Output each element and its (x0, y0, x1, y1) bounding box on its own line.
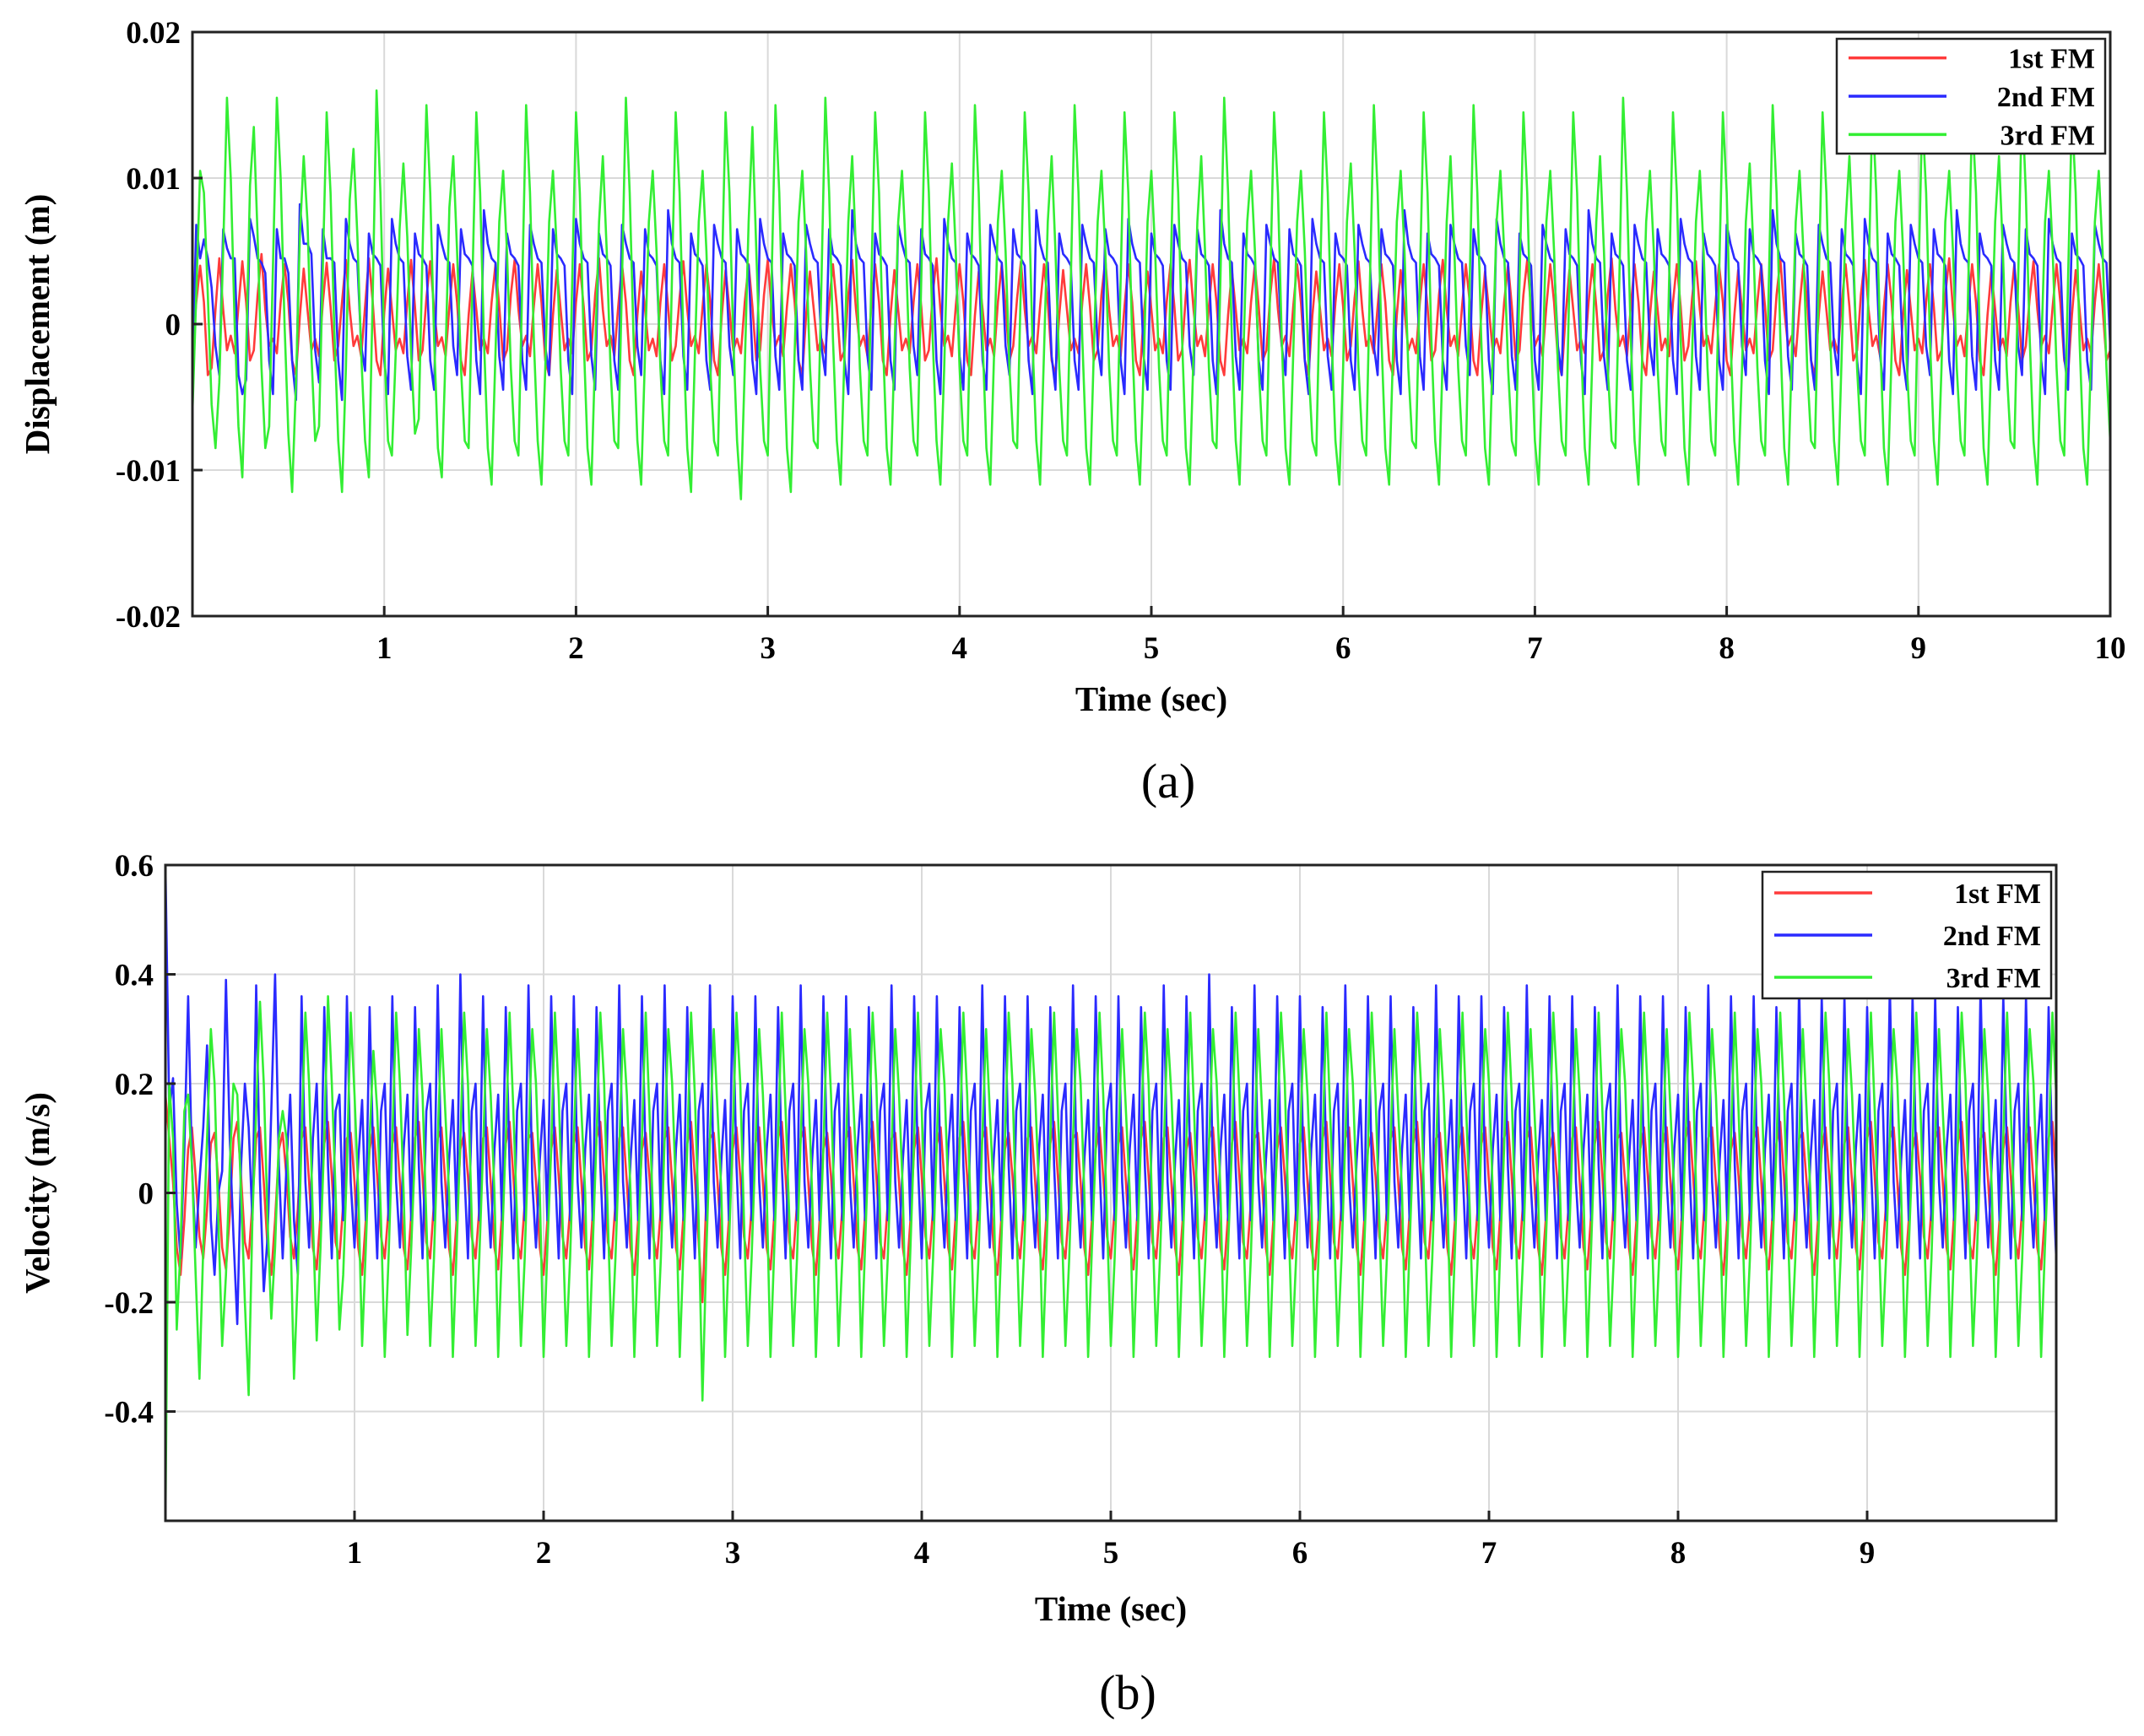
x-tick-label: 2 (568, 631, 584, 666)
x-tick-label: 7 (1481, 1536, 1497, 1571)
x-tick-label: 4 (952, 631, 968, 666)
x-tick-label: 4 (914, 1536, 930, 1571)
legend-label-3: 3rd FM (2001, 120, 2095, 151)
panel-caption: (a) (1141, 754, 1195, 809)
y-tick-label: -0.4 (104, 1396, 154, 1430)
x-tick-label: 5 (1144, 631, 1160, 666)
y-axis-label: Displacement (m) (18, 194, 57, 455)
series-line-3 (165, 995, 2056, 1521)
series-line-2 (165, 865, 2056, 1326)
panel-caption: (b) (1099, 1665, 1156, 1720)
x-tick-label: 7 (1527, 631, 1543, 666)
series-line-2 (192, 203, 2110, 402)
y-tick-label: 0.2 (115, 1068, 154, 1102)
legend-label-3: 3rd FM (1946, 963, 2041, 994)
chart-panel-b: 1 2 3 4 5 6 7 8 9 0.6 0.4 0.2 0 -0.2 -0.4 Time (sec) Vel… (18, 849, 2058, 1720)
legend-label-2: 2nd FM (1943, 921, 2041, 952)
chart-panel-a: 1 2 3 4 5 6 7 8 9 10 0.02 0.01 0 -0.01 -0.02 Time (sec)… (18, 16, 2126, 809)
x-tick-label: 3 (725, 1536, 741, 1571)
x-tick-label: 6 (1292, 1536, 1308, 1571)
y-tick-label: -0.01 (116, 454, 181, 489)
x-tick-label: 8 (1670, 1536, 1687, 1571)
y-tick-label: -0.02 (116, 600, 181, 635)
x-tick-label: 3 (760, 631, 776, 666)
y-tick-label: 0.01 (126, 162, 181, 197)
x-tick-label: 9 (1860, 1536, 1876, 1571)
legend-label-2: 2nd FM (1997, 82, 2095, 113)
x-tick-label: 10 (2095, 631, 2126, 666)
y-tick-label: 0 (165, 308, 181, 343)
legend-label-1: 1st FM (2008, 44, 2095, 75)
series-line-3 (192, 89, 2110, 500)
y-tick-label: -0.2 (104, 1286, 154, 1321)
x-axis-label: Time (sec) (1035, 1589, 1187, 1628)
y-tick-label: 0 (138, 1177, 154, 1212)
x-axis-label: Time (sec) (1075, 679, 1227, 718)
x-tick-label: 2 (536, 1536, 552, 1571)
x-tick-label: 5 (1103, 1536, 1119, 1571)
legend-label-1: 1st FM (1954, 879, 2041, 910)
y-tick-label: 0.4 (115, 959, 154, 993)
x-tick-label: 9 (1911, 631, 1927, 666)
x-tick-label: 8 (1719, 631, 1735, 666)
legend: 1st FM 2nd FM 3rd FM (1835, 37, 2107, 155)
y-axis-label: Velocity (m/s) (18, 1092, 57, 1294)
x-tick-label: 6 (1335, 631, 1351, 666)
x-tick-label: 1 (347, 1536, 363, 1571)
y-tick-label: 0.02 (126, 16, 181, 51)
y-tick-label: 0.6 (115, 849, 154, 884)
x-tick-label: 1 (376, 631, 393, 666)
legend: 1st FM 2nd FM 3rd FM (1761, 870, 2053, 1000)
